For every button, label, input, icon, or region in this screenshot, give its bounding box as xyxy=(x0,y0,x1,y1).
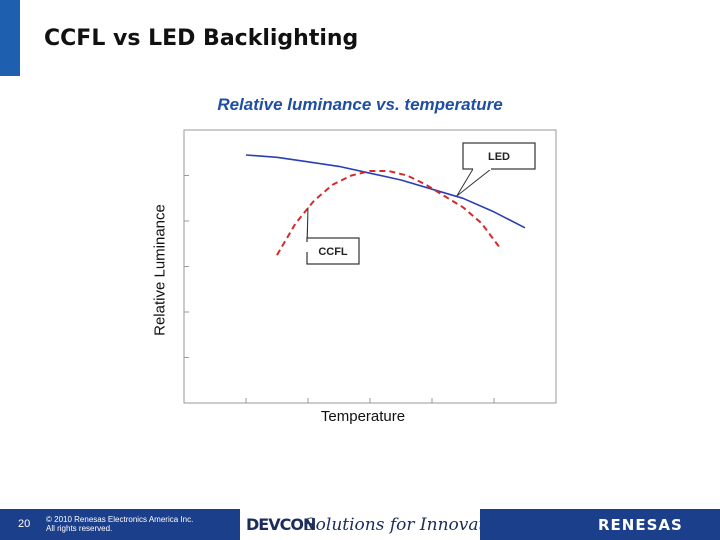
copyright-text: © 2010 Renesas Electronics America Inc. … xyxy=(46,515,193,533)
x-axis-label: Temperature xyxy=(320,408,406,425)
renesas-logo: RENESAS xyxy=(598,516,683,534)
callout-led: LED xyxy=(456,142,536,197)
y-axis-label: Relative Luminance xyxy=(151,204,169,336)
devcon-logo: DEVCON xyxy=(246,515,316,534)
page-number: 20 xyxy=(18,518,31,530)
slide-title: CCFL vs LED Backlighting xyxy=(44,26,359,51)
callout-label-ccfl: CCFL xyxy=(318,246,348,258)
callout-box xyxy=(306,237,360,265)
chart-title: Relative luminance vs. temperature xyxy=(217,95,503,114)
series-line-ccfl xyxy=(276,170,502,256)
footer-bar: 20 © 2010 Renesas Electronics America In… xyxy=(0,509,720,540)
tagline: Solutions for Innovation xyxy=(304,515,512,535)
title-accent-bar xyxy=(0,0,20,76)
footer-tagline-panel: DEVCON Solutions for Innovation xyxy=(240,509,512,540)
plot-area-frame xyxy=(183,129,557,404)
callout-ccfl: CCFL xyxy=(306,207,360,265)
series-line-led xyxy=(245,154,526,229)
copyright-line-2: All rights reserved. xyxy=(46,524,113,533)
callout-label-led: LED xyxy=(488,151,510,163)
footer-left-panel: 20 © 2010 Renesas Electronics America In… xyxy=(0,509,240,540)
footer-right-panel: RENESAS xyxy=(480,509,720,540)
copyright-line-1: © 2010 Renesas Electronics America Inc. xyxy=(46,515,194,524)
callout-box xyxy=(462,142,536,170)
